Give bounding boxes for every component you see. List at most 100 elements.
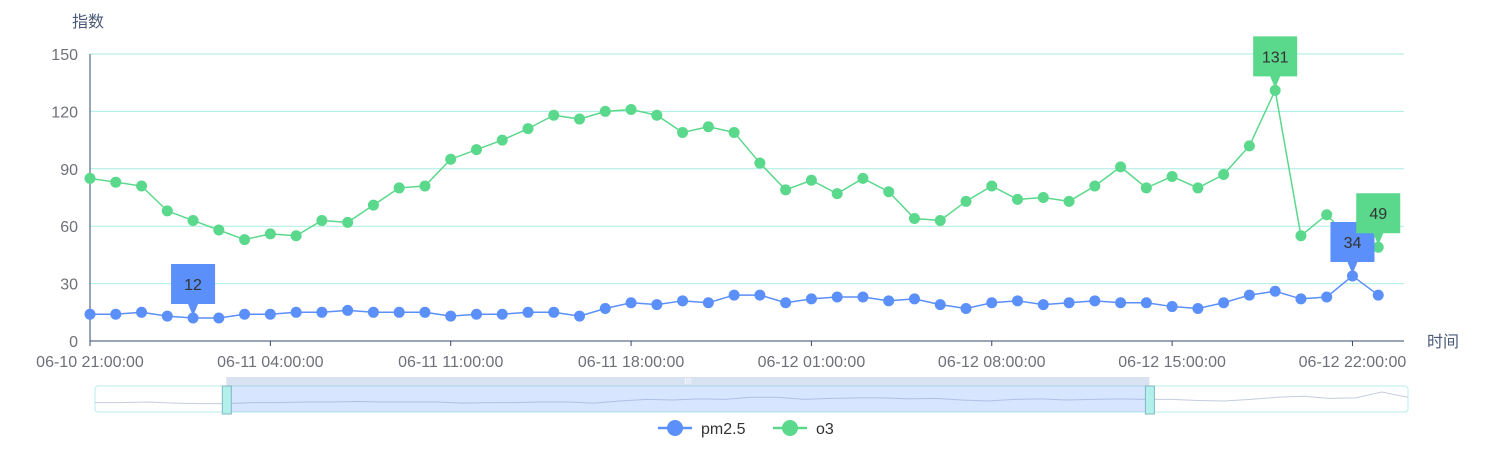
data-point[interactable]	[84, 172, 96, 184]
data-point[interactable]	[264, 308, 276, 320]
data-point[interactable]	[574, 113, 586, 125]
data-point[interactable]	[445, 153, 457, 165]
data-point[interactable]	[625, 297, 637, 309]
data-point[interactable]	[934, 214, 946, 226]
data-point[interactable]	[908, 213, 920, 225]
data-point[interactable]	[1269, 285, 1281, 297]
data-point[interactable]	[187, 214, 199, 226]
data-point[interactable]	[522, 123, 534, 135]
data-point[interactable]	[1192, 302, 1204, 314]
data-point[interactable]	[1372, 289, 1384, 301]
data-point[interactable]	[780, 297, 792, 309]
legend-item-o3[interactable]: o3	[773, 420, 834, 438]
data-point[interactable]	[1063, 195, 1075, 207]
data-point[interactable]	[677, 295, 689, 307]
datazoom-start-handle[interactable]	[221, 385, 232, 415]
data-point[interactable]	[677, 126, 689, 138]
data-point[interactable]	[625, 103, 637, 115]
data-point[interactable]	[1166, 301, 1178, 313]
data-point[interactable]	[986, 297, 998, 309]
data-point[interactable]	[110, 176, 122, 188]
data-point[interactable]	[702, 297, 714, 309]
data-point[interactable]	[1243, 140, 1255, 152]
data-point[interactable]	[1372, 241, 1384, 253]
data-point[interactable]	[831, 188, 843, 200]
data-point[interactable]	[1037, 299, 1049, 311]
data-point[interactable]	[805, 293, 817, 305]
data-point[interactable]	[1321, 291, 1333, 303]
data-point[interactable]	[857, 172, 869, 184]
data-point[interactable]	[1115, 161, 1127, 173]
data-point[interactable]	[316, 214, 328, 226]
data-point[interactable]	[1321, 209, 1333, 221]
data-point[interactable]	[1295, 293, 1307, 305]
datazoom-move-bar[interactable]	[226, 377, 1150, 386]
data-point[interactable]	[419, 180, 431, 192]
data-point[interactable]	[780, 184, 792, 196]
data-point[interactable]	[1089, 295, 1101, 307]
data-point[interactable]	[161, 205, 173, 217]
data-point[interactable]	[805, 174, 817, 186]
data-point[interactable]	[1037, 192, 1049, 203]
data-point[interactable]	[1269, 84, 1281, 96]
data-point[interactable]	[1063, 297, 1075, 309]
data-point[interactable]	[1140, 297, 1152, 309]
datazoom-track[interactable]	[94, 385, 1409, 413]
data-point[interactable]	[1089, 180, 1101, 192]
data-point[interactable]	[445, 310, 457, 322]
data-point[interactable]	[1166, 170, 1178, 182]
data-point[interactable]	[1218, 297, 1230, 309]
data-point[interactable]	[754, 157, 766, 169]
data-point[interactable]	[599, 105, 611, 117]
data-point[interactable]	[367, 199, 379, 211]
data-point[interactable]	[496, 134, 508, 146]
data-point[interactable]	[1012, 193, 1024, 205]
data-point[interactable]	[393, 306, 405, 318]
data-point[interactable]	[548, 306, 560, 318]
data-point[interactable]	[883, 295, 895, 307]
data-point[interactable]	[496, 308, 508, 320]
data-point[interactable]	[239, 234, 251, 246]
data-point[interactable]	[574, 310, 586, 322]
data-point[interactable]	[599, 302, 611, 314]
data-point[interactable]	[213, 224, 225, 236]
data-point[interactable]	[161, 310, 173, 322]
data-point[interactable]	[1346, 270, 1358, 282]
data-point[interactable]	[651, 299, 663, 311]
data-point[interactable]	[470, 308, 482, 320]
data-zoom-slider[interactable]: III	[94, 377, 1409, 415]
data-point[interactable]	[367, 306, 379, 318]
data-point[interactable]	[136, 306, 148, 318]
data-point[interactable]	[986, 180, 998, 192]
data-point[interactable]	[831, 291, 843, 303]
data-point[interactable]	[960, 302, 972, 314]
data-point[interactable]	[754, 289, 766, 301]
data-point[interactable]	[1115, 297, 1127, 309]
data-point[interactable]	[316, 306, 328, 318]
data-point[interactable]	[702, 121, 714, 133]
data-point[interactable]	[934, 299, 946, 311]
data-point[interactable]	[239, 308, 251, 320]
data-point[interactable]	[1192, 182, 1204, 194]
datazoom-move-handle-grip[interactable]: III	[685, 377, 692, 386]
data-point[interactable]	[857, 291, 869, 303]
data-point[interactable]	[342, 216, 354, 228]
data-point[interactable]	[110, 308, 122, 320]
legend-item-pm2.5[interactable]: pm2.5	[658, 420, 746, 438]
data-point[interactable]	[136, 180, 148, 192]
data-point[interactable]	[960, 195, 972, 207]
data-point[interactable]	[1140, 182, 1152, 194]
data-point[interactable]	[728, 289, 740, 301]
data-point[interactable]	[1243, 289, 1255, 301]
data-point[interactable]	[419, 306, 431, 318]
data-point[interactable]	[1012, 295, 1024, 307]
data-point[interactable]	[470, 144, 482, 156]
data-point[interactable]	[1218, 169, 1230, 181]
datazoom-end-handle[interactable]	[1144, 385, 1155, 415]
data-point[interactable]	[1295, 230, 1307, 242]
data-point[interactable]	[883, 186, 895, 198]
data-point[interactable]	[342, 304, 354, 316]
data-point[interactable]	[548, 109, 560, 121]
data-point[interactable]	[264, 228, 276, 240]
data-point[interactable]	[908, 293, 920, 305]
